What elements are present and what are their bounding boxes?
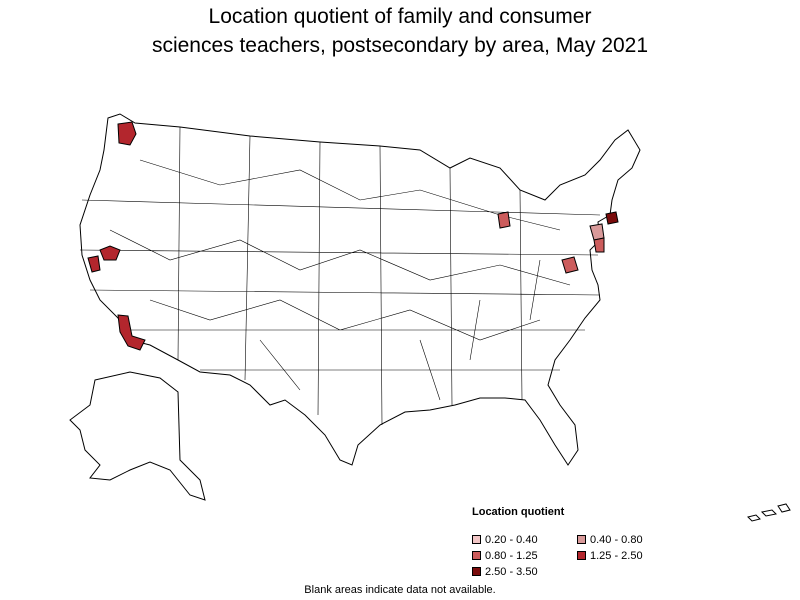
legend-label: 0.40 - 0.80 (590, 533, 643, 546)
map-title-line-2: sciences teachers, postsecondary by area… (151, 34, 649, 57)
area-lansing (497, 211, 511, 229)
legend-item-0-40-0-80: 0.40 - 0.80 (577, 533, 697, 546)
area-sacramento (99, 245, 121, 261)
legend-swatch (472, 551, 481, 560)
legend-swatch (577, 535, 586, 544)
area-los-angeles (117, 314, 146, 351)
legend-label: 1.25 - 2.50 (590, 549, 643, 562)
legend-label: 0.20 - 0.40 (485, 533, 538, 546)
us-mainland-outline (79, 113, 641, 466)
legend-item-0-80-1-25: 0.80 - 1.25 (472, 549, 577, 562)
area-washington-dc (561, 256, 579, 274)
area-philadelphia (593, 237, 605, 253)
legend-swatch (577, 551, 586, 560)
area-seattle (117, 121, 137, 146)
legend-label: 2.50 - 3.50 (485, 565, 538, 578)
legend-item-0-20-0-40: 0.20 - 0.40 (472, 533, 577, 546)
area-boundary-lines (79, 126, 601, 426)
legend-title: Location quotient (472, 506, 565, 518)
footnote: Blank areas indicate data not available. (304, 584, 496, 596)
legend-item-2-50-3-50: 2.50 - 3.50 (472, 565, 577, 578)
map-title-line-1: Location quotient of family and consumer (208, 5, 592, 28)
hawaii-outline (747, 503, 791, 522)
area-boston (605, 211, 619, 225)
alaska-outline (69, 371, 206, 501)
legend-swatch (472, 567, 481, 576)
legend-label: 0.80 - 1.25 (485, 549, 538, 562)
legend-swatch (472, 535, 481, 544)
map-legend: Location quotient 0.20 - 0.40 0.40 - 0.8… (472, 506, 712, 578)
legend-item-1-25-2-50: 1.25 - 2.50 (577, 549, 697, 562)
map-title: Location quotient of family and consumer… (0, 2, 800, 60)
area-san-francisco (87, 255, 101, 273)
